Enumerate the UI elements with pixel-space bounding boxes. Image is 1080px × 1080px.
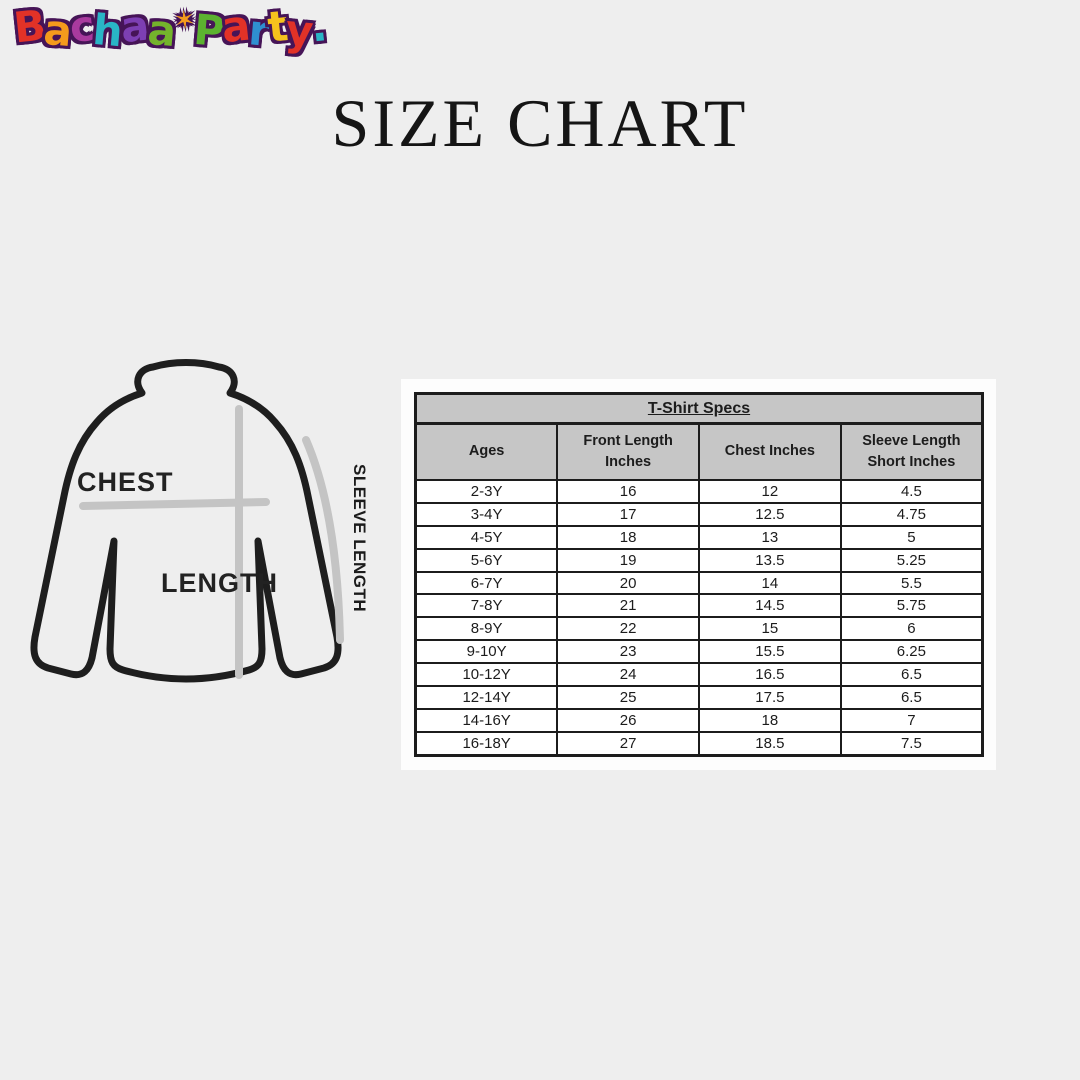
- table-row: 7-8Y 21 14.5 5.75: [414, 593, 984, 619]
- table-cell: 5.25: [839, 547, 984, 573]
- table-cell: 26: [556, 707, 700, 733]
- table-cell: 13.5: [698, 547, 842, 573]
- table-cell: 23: [556, 639, 700, 665]
- table-cell: 12-14Y: [414, 685, 559, 710]
- table-cell: 4-5Y: [414, 524, 559, 550]
- logo-letter: a: [219, 0, 252, 53]
- table-cell: 14: [698, 570, 842, 596]
- table-cell: 6: [839, 616, 984, 642]
- table-cell: 24: [556, 662, 700, 688]
- table-cell: 14-16Y: [414, 707, 559, 733]
- table-row: 2-3Y 16 12 4.5: [414, 479, 984, 504]
- table-cell: 6.5: [839, 685, 984, 710]
- table-row: 16-18Y 27 18.5 7.5: [414, 730, 984, 757]
- length-label: LENGTH: [161, 568, 278, 598]
- table-cell: 10-12Y: [414, 662, 559, 688]
- table-cell: 7-8Y: [414, 593, 559, 619]
- table-row: 12-14Y 25 17.5 6.5: [414, 685, 984, 710]
- table-cell: 7: [839, 707, 984, 733]
- table-cell: 9-10Y: [414, 639, 559, 665]
- column-header: Front Length Inches: [556, 422, 700, 481]
- table-row: 8-9Y 22 15 6: [414, 616, 984, 642]
- table-cell: 6.25: [839, 639, 984, 665]
- table-cell: 2-3Y: [414, 479, 559, 504]
- table-cell: 12.5: [698, 501, 842, 527]
- table-cell: 20: [556, 570, 700, 596]
- table-cell: 21: [556, 593, 700, 619]
- table-row: 10-12Y 24 16.5 6.5: [414, 662, 984, 688]
- size-table-panel: T-Shirt Specs Ages Front Length Inches Che…: [401, 379, 996, 770]
- logo-letter: .: [308, 1, 328, 52]
- size-table-header-row: Ages Front Length Inches Chest Inches Sleev…: [414, 422, 984, 481]
- sleeve-guide-line: [302, 436, 344, 644]
- table-row: 4-5Y 18 13 5: [414, 524, 984, 550]
- logo-letter: B: [11, 0, 47, 53]
- table-row: 6-7Y 20 14 5.5: [414, 570, 984, 596]
- table-cell: 14.5: [698, 593, 842, 619]
- table-cell: 5-6Y: [414, 547, 559, 573]
- table-title-row: T-Shirt Specs: [414, 392, 984, 425]
- sleeve-length-label: SLEEVE LENGTH: [350, 464, 369, 612]
- table-cell: 18: [556, 524, 700, 550]
- table-title: T-Shirt Specs: [414, 392, 984, 425]
- table-cell: 17.5: [698, 685, 842, 710]
- table-cell: 18: [698, 707, 842, 733]
- table-cell: 19: [556, 547, 700, 573]
- table-cell: 25: [556, 685, 700, 710]
- table-cell: 7.5: [839, 730, 984, 757]
- shirt-diagram: CHEST LENGTH SLEEVE LENGTH: [30, 359, 369, 683]
- table-row: 3-4Y 17 12.5 4.75: [414, 501, 984, 527]
- table-cell: 12: [698, 479, 842, 504]
- table-cell: 15.5: [698, 639, 842, 665]
- shirt-outline: [30, 359, 342, 683]
- table-cell: 17: [556, 501, 700, 527]
- logo-letter: a: [118, 0, 150, 53]
- table-cell: 27: [556, 730, 700, 757]
- table-cell: 15: [698, 616, 842, 642]
- page-title: SIZE CHART: [331, 85, 749, 161]
- table-cell: 4.5: [839, 479, 984, 504]
- table-row: 5-6Y 19 13.5 5.25: [414, 547, 984, 573]
- size-table: T-Shirt Specs Ages Front Length Inches Che…: [414, 392, 984, 757]
- table-cell: 16.5: [698, 662, 842, 688]
- table-cell: 4.75: [839, 501, 984, 527]
- brand-logo: Bachaa✶Party.: [11, 0, 328, 80]
- column-header: Chest Inches: [698, 422, 842, 481]
- table-cell: 22: [556, 616, 700, 642]
- table-cell: 5: [839, 524, 984, 550]
- table-cell: 6-7Y: [414, 570, 559, 596]
- logo-letter: a: [145, 4, 176, 57]
- chest-label: CHEST: [77, 467, 174, 497]
- size-table-body: 2-3Y 16 12 4.5 3-4Y 17 12.5 4.75 4-5Y 18 13 5 5-6Y 19…: [414, 479, 984, 757]
- dancing-kid-icon: ✶: [172, 5, 195, 37]
- table-row: 14-16Y 26 18 7: [414, 707, 984, 733]
- table-cell: 13: [698, 524, 842, 550]
- table-cell: 3-4Y: [414, 501, 559, 527]
- table-cell: 18.5: [698, 730, 842, 757]
- column-header: Sleeve Length Short Inches: [839, 422, 984, 481]
- table-cell: 5.5: [839, 570, 984, 596]
- table-cell: 6.5: [839, 662, 984, 688]
- table-cell: 8-9Y: [414, 616, 559, 642]
- table-cell: 5.75: [839, 593, 984, 619]
- table-row: 9-10Y 23 15.5 6.25: [414, 639, 984, 665]
- table-cell: 16-18Y: [414, 730, 559, 757]
- table-cell: 16: [556, 479, 700, 504]
- column-header: Ages: [414, 422, 559, 481]
